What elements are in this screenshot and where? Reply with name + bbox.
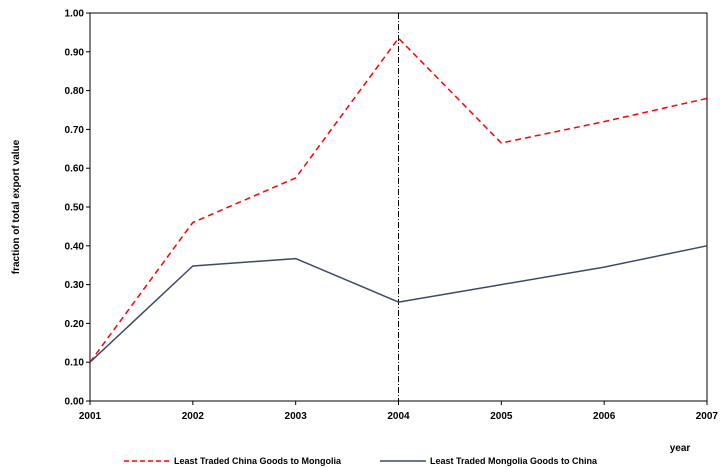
legend-label-china-to-mongolia: Least Traded China Goods to Mongolia	[174, 456, 342, 466]
y-tick-label: 0.50	[65, 203, 85, 214]
x-tick-label: 2006	[593, 411, 616, 422]
y-tick-label: 0.70	[65, 125, 85, 136]
y-tick-label: 1.00	[65, 9, 85, 20]
legend-label-mongolia-to-china: Least Traded Mongolia Goods to China	[430, 456, 598, 466]
y-tick-label: 0.20	[65, 319, 85, 330]
y-axis-label: fraction of total export value	[11, 139, 22, 274]
x-axis-label: year	[670, 443, 691, 454]
y-axis-ticks: 0.00 0.10 0.20 0.30 0.40 0.50 0.60 0.70 0.80 0.90…	[65, 9, 90, 408]
y-tick-label: 0.40	[65, 241, 85, 252]
x-tick-label: 2004	[387, 411, 410, 422]
x-tick-label: 2003	[285, 411, 308, 422]
x-tick-label: 2007	[696, 411, 719, 422]
series-line-0	[89, 37, 708, 363]
y-tick-label: 0.00	[65, 397, 85, 408]
legend: Least Traded China Goods to Mongolia Lea…	[124, 456, 598, 466]
y-tick-label: 0.10	[65, 358, 85, 369]
x-axis-ticks: 2001 2002 2003 2004 2005 2006 2007	[79, 401, 719, 422]
x-tick-label: 2002	[182, 411, 205, 422]
y-tick-label: 0.60	[65, 164, 85, 175]
y-tick-label: 0.30	[65, 280, 85, 291]
y-tick-label: 0.90	[65, 47, 85, 58]
series-group	[89, 37, 708, 363]
x-tick-label: 2001	[79, 411, 102, 422]
x-tick-label: 2005	[490, 411, 513, 422]
y-tick-label: 0.80	[65, 86, 85, 97]
series-line-1	[89, 245, 708, 363]
